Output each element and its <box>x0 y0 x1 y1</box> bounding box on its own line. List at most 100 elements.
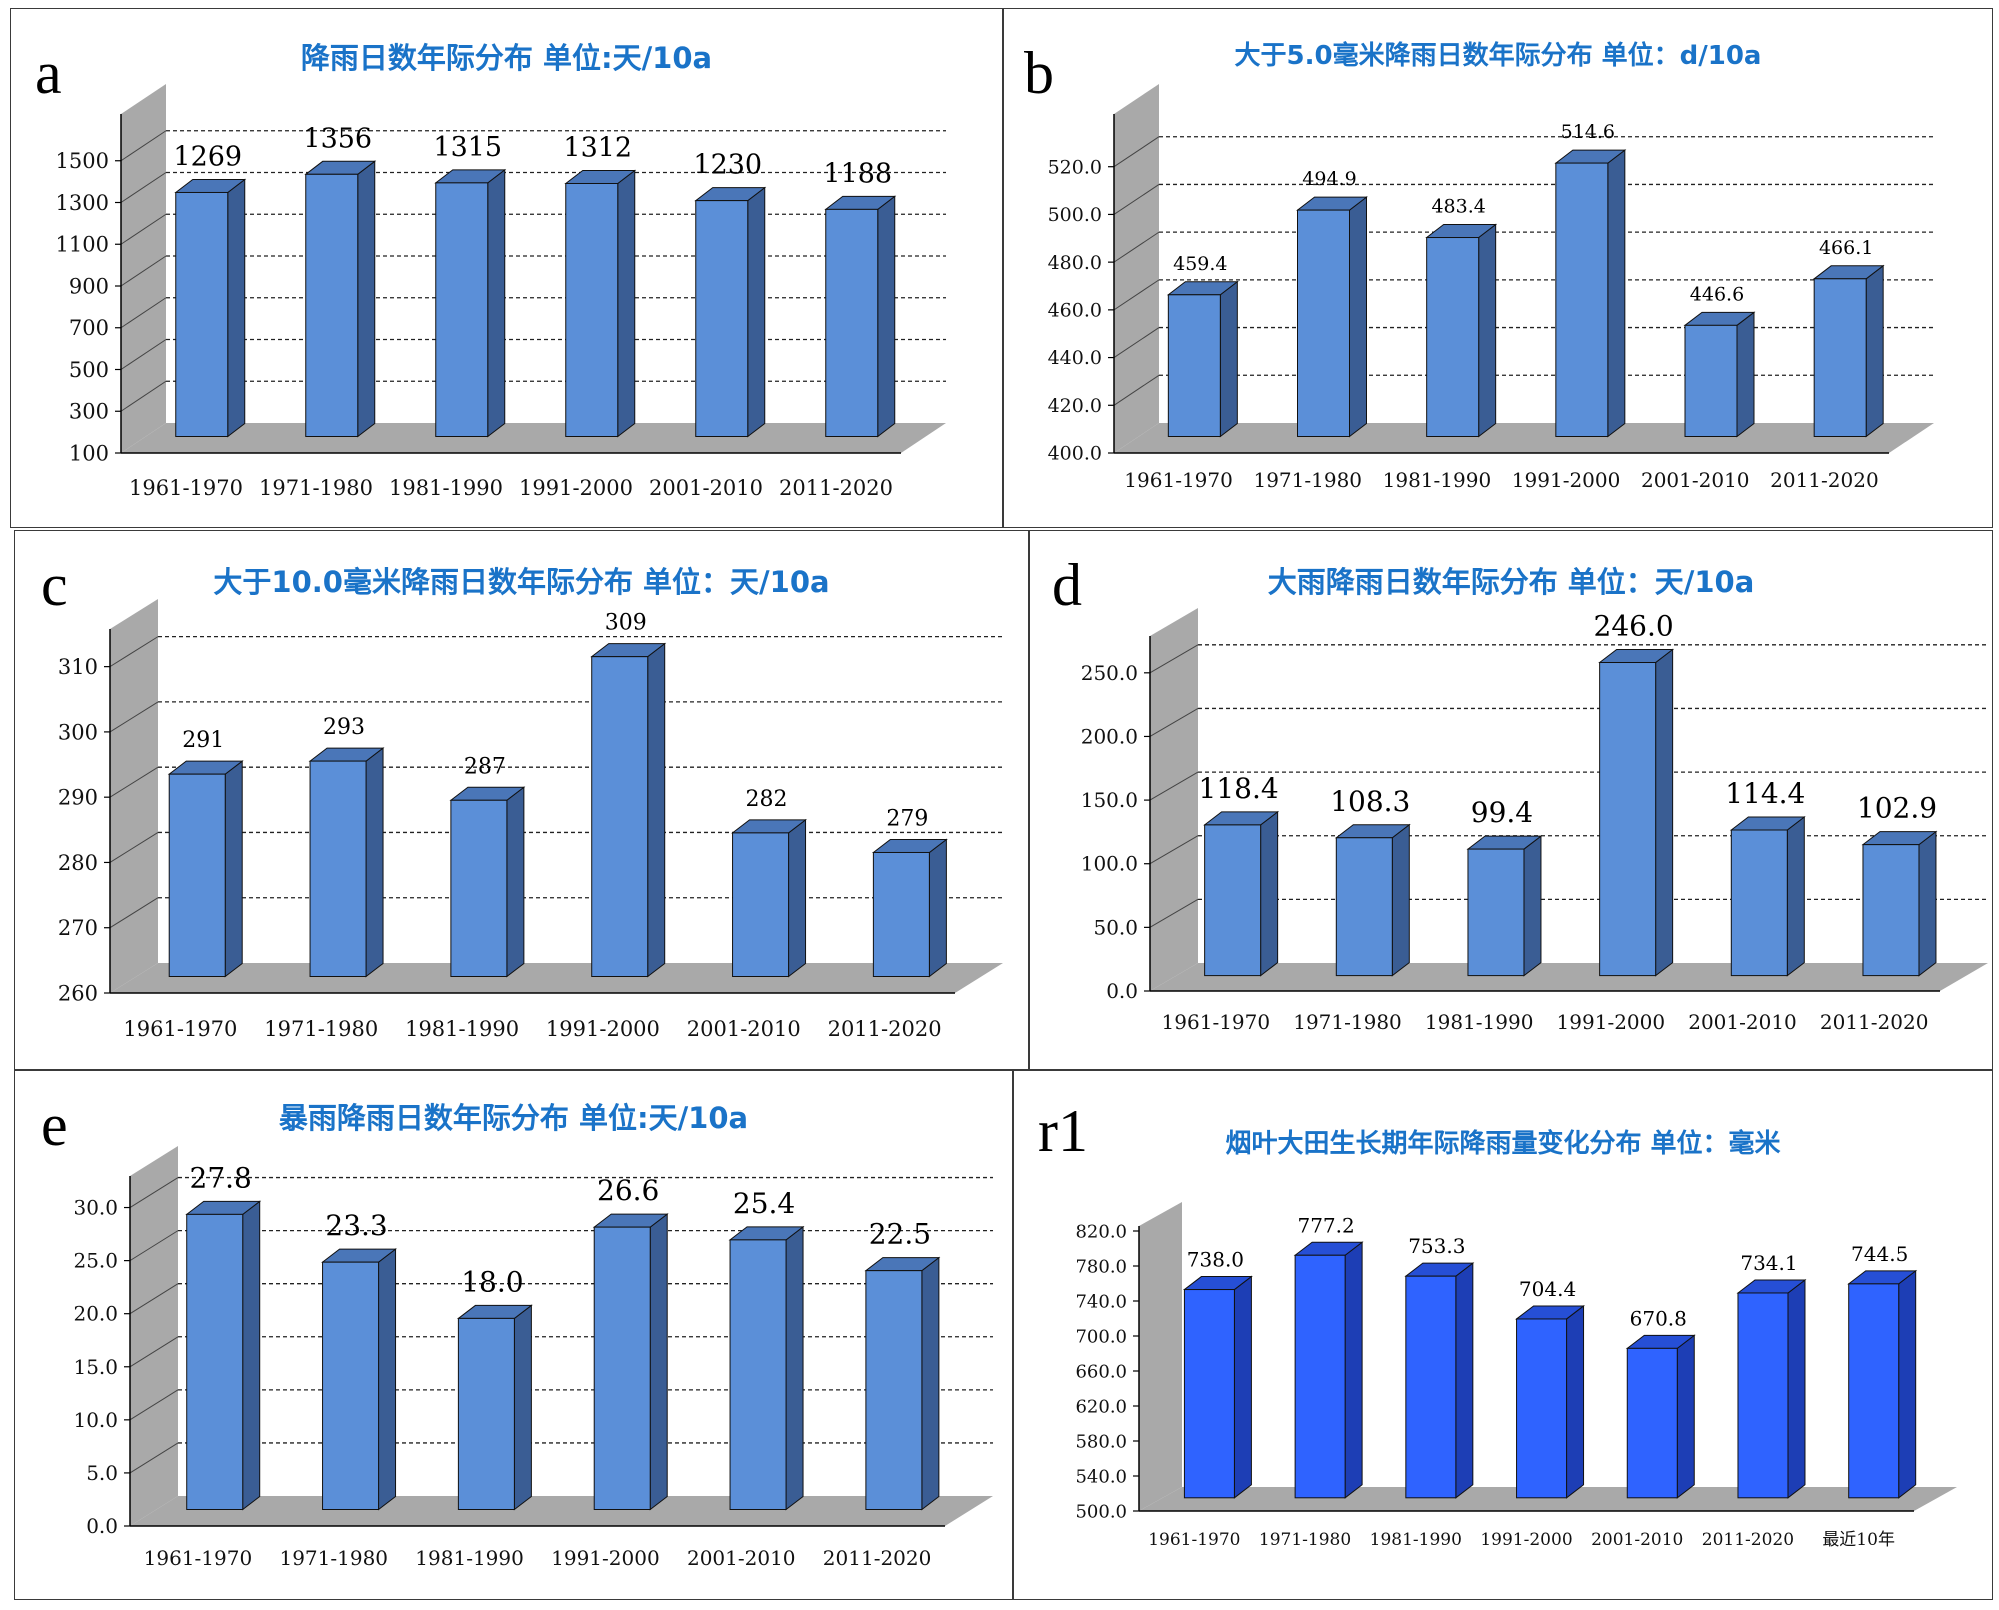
chart-d-gridline-wall <box>1149 708 1199 737</box>
chart-r1-bar <box>1293 1241 1364 1499</box>
chart-d-bar <box>1598 648 1675 977</box>
chart-a-gridline-wall <box>120 380 167 412</box>
chart-d-bar-front <box>1862 844 1920 977</box>
chart-a-bar-side <box>357 160 376 438</box>
chart-c-gridline-wall <box>109 636 159 668</box>
chart-d-bar-front <box>1335 837 1393 977</box>
chart-c-bar-front <box>591 656 649 977</box>
chart-e-ytick-label: 5.0 <box>86 1461 118 1485</box>
chart-d-ytick-label: 100.0 <box>1081 852 1138 876</box>
chart-c-bar-front <box>309 760 367 977</box>
chart-a-data-label: 1356 <box>303 123 372 154</box>
chart-a-ytick-label: 100 <box>69 441 109 465</box>
chart-svg-e: 0.0 5.0 10.0 15.0 20.0 25.0 30.0 27.8 1961-1970 2… <box>73 1146 993 1570</box>
chart-e-bar-front <box>322 1261 380 1510</box>
chart-b-ytick-label: 500.0 <box>1048 204 1102 226</box>
chart-b-bar <box>1296 196 1368 438</box>
chart-r1-bar-front <box>1183 1289 1235 1499</box>
chart-d-bar <box>1203 810 1280 977</box>
chart-d-ytick-label: 150.0 <box>1081 788 1138 812</box>
chart-b-data-label: 446.6 <box>1690 283 1744 305</box>
chart-b-gridline-wall <box>1113 184 1160 215</box>
chart-a-gridline-wall <box>120 297 167 329</box>
chart-a-bar <box>824 195 897 438</box>
chart-r1-bar-front <box>1626 1347 1678 1499</box>
chart-c-ytick-label: 270 <box>58 916 98 940</box>
chart-b-category-label: 2011-2020 <box>1770 468 1879 492</box>
chart-d-bar <box>1861 830 1938 977</box>
chart-e-gridline-wall <box>129 1230 179 1262</box>
chart-e-category-label: 1991-2000 <box>551 1546 660 1570</box>
chart-e-data-label: 27.8 <box>190 1161 252 1194</box>
chart-a-bar-front <box>175 191 229 437</box>
chart-svg-d: 0.0 50.0 100.0 150.0 200.0 250.0 118.4 1961-197… <box>1081 608 1988 1034</box>
chart-r1-ytick-label: 700.0 <box>1075 1326 1127 1347</box>
chart-b-bar <box>1812 264 1885 438</box>
chart-d-gridline-wall <box>1149 835 1199 865</box>
chart-a-ytick-label: 1100 <box>56 233 109 257</box>
chart-e-category-label: 1971-1980 <box>279 1546 388 1570</box>
chart-a-bar-front <box>305 173 359 437</box>
chart-b-bar-side <box>1865 264 1884 438</box>
chart-e-bar <box>592 1213 669 1511</box>
chart-b-ytick-label: 440.0 <box>1048 347 1102 369</box>
chart-a-category-label: 2001-2010 <box>649 476 763 500</box>
chart-r1-category-label: 2001-2010 <box>1591 1530 1683 1550</box>
chart-a-ytick-label: 1500 <box>56 149 109 173</box>
chart-c-ytick-label: 300 <box>58 720 98 744</box>
chart-c-data-label: 291 <box>182 728 224 753</box>
chart-e-bar-front <box>186 1213 244 1510</box>
chart-c-bar <box>731 818 808 978</box>
chart-e-bar-front <box>457 1317 515 1510</box>
chart-e-category-label: 2001-2010 <box>687 1546 796 1570</box>
chart-d-bar-side <box>1786 815 1805 977</box>
chart-c-data-label: 287 <box>464 754 506 779</box>
chart-b-ytick-label: 400.0 <box>1048 443 1102 465</box>
chart-b-bar-front <box>1167 294 1221 437</box>
chart-b-bar-front <box>1813 278 1867 437</box>
chart-e-bar-front <box>729 1239 787 1510</box>
chart-r1-bar-front <box>1405 1275 1457 1499</box>
chart-a-gridline-wall <box>120 213 167 245</box>
chart-c-side-wall <box>110 599 158 993</box>
chart-r1-bar-front <box>1294 1254 1346 1499</box>
chart-a-category-label: 1971-1980 <box>259 476 373 500</box>
chart-b-gridline-wall <box>1113 327 1160 358</box>
chart-c-bar <box>871 838 948 978</box>
chart-r1-data-label: 744.5 <box>1851 1242 1908 1266</box>
chart-d-bar-side <box>1655 648 1674 977</box>
chart-e-data-label: 25.4 <box>733 1187 795 1220</box>
panel-label-b: b <box>1024 40 1054 106</box>
chart-a-ytick-label: 500 <box>69 358 109 382</box>
panel-label-c: c <box>41 552 68 618</box>
chart-e-bar <box>728 1225 805 1511</box>
chart-b-data-label: 466.1 <box>1819 237 1873 259</box>
chart-b-bar-side <box>1219 280 1238 438</box>
chart-e-gridline-wall <box>129 1283 179 1315</box>
chart-a-ytick-label: 700 <box>69 316 109 340</box>
chart-b-gridline-wall <box>1113 136 1160 168</box>
chart-c-bar-front <box>450 799 508 977</box>
chart-d-category-label: 1991-2000 <box>1557 1010 1666 1034</box>
chart-a-bar <box>434 168 507 438</box>
chart-c-category-label: 1961-1970 <box>123 1017 237 1041</box>
chart-b-bar-front <box>1684 324 1738 437</box>
chart-r1-data-label: 753.3 <box>1408 1234 1465 1258</box>
chart-e-category-label: 2011-2020 <box>823 1546 932 1570</box>
chart-e-category-label: 1981-1990 <box>415 1546 524 1570</box>
chart-a-ytick-label: 900 <box>69 274 109 298</box>
chart-e-ytick-label: 0.0 <box>86 1514 118 1538</box>
chart-c-bar-front <box>732 832 790 977</box>
chart-a-gridline-wall <box>120 255 167 287</box>
chart-a-data-label: 1312 <box>563 132 632 163</box>
chart-b-bar-side <box>1607 149 1626 438</box>
chart-e-bar-side <box>921 1256 940 1511</box>
chart-b-data-label: 494.9 <box>1302 168 1356 190</box>
chart-d-floor <box>1150 963 1988 991</box>
chart-b-bar-side <box>1478 223 1497 438</box>
chart-d-bar-side <box>1391 823 1410 977</box>
chart-c-bar-side <box>647 642 666 978</box>
chart-b-category-label: 2001-2010 <box>1641 468 1750 492</box>
chart-r1-bar-side <box>1233 1275 1252 1499</box>
chart-r1-bar <box>1625 1334 1696 1499</box>
